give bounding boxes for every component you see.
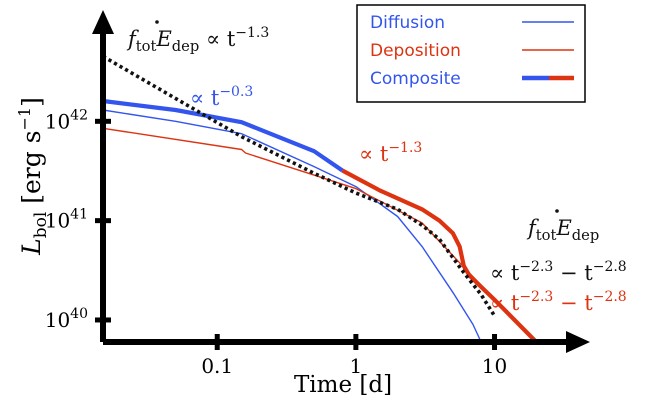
- series-composite-deposition-part: [341, 168, 538, 344]
- annotation-edep-t13: ftotEdep ∝ t−1.3: [126, 25, 269, 55]
- legend-label-diffusion: Diffusion: [370, 13, 445, 33]
- annotation-dot: [155, 20, 159, 24]
- legend-label-deposition: Deposition: [370, 41, 461, 61]
- y-axis-label: Lbol [erg s−1]: [15, 97, 51, 256]
- annotation-t13: ∝ t−1.3: [359, 140, 422, 166]
- x-tick-label: 0.1: [201, 354, 233, 378]
- annotation-t23-t28-black: ∝ t−2.3 − t−2.8: [490, 259, 627, 285]
- y-axis-arrowhead: [92, 10, 114, 34]
- series-f-tot-e-dep: [102, 54, 497, 317]
- series-deposition: [102, 127, 537, 343]
- x-tick-label: 10: [482, 354, 507, 378]
- x-axis-arrowhead: [566, 331, 590, 353]
- annotation-t03: ∝ t−0.3: [190, 84, 253, 110]
- y-tick-label: 1041: [45, 207, 88, 233]
- annotation-dot: [555, 209, 559, 213]
- legend-box: [356, 4, 586, 103]
- x-tick-label: 1: [350, 354, 363, 378]
- annotation-t23-t28-red: ∝ t−2.3 − t−2.8: [490, 289, 627, 315]
- series-composite-diffusion-part: [102, 98, 344, 173]
- y-tick-label: 1040: [45, 306, 88, 332]
- annotation-edep-right: ftotEdep: [526, 216, 599, 244]
- x-axis-label: Time [d]: [294, 372, 392, 398]
- y-tick-label: 1042: [45, 107, 88, 133]
- legend-label-composite: Composite: [370, 69, 461, 89]
